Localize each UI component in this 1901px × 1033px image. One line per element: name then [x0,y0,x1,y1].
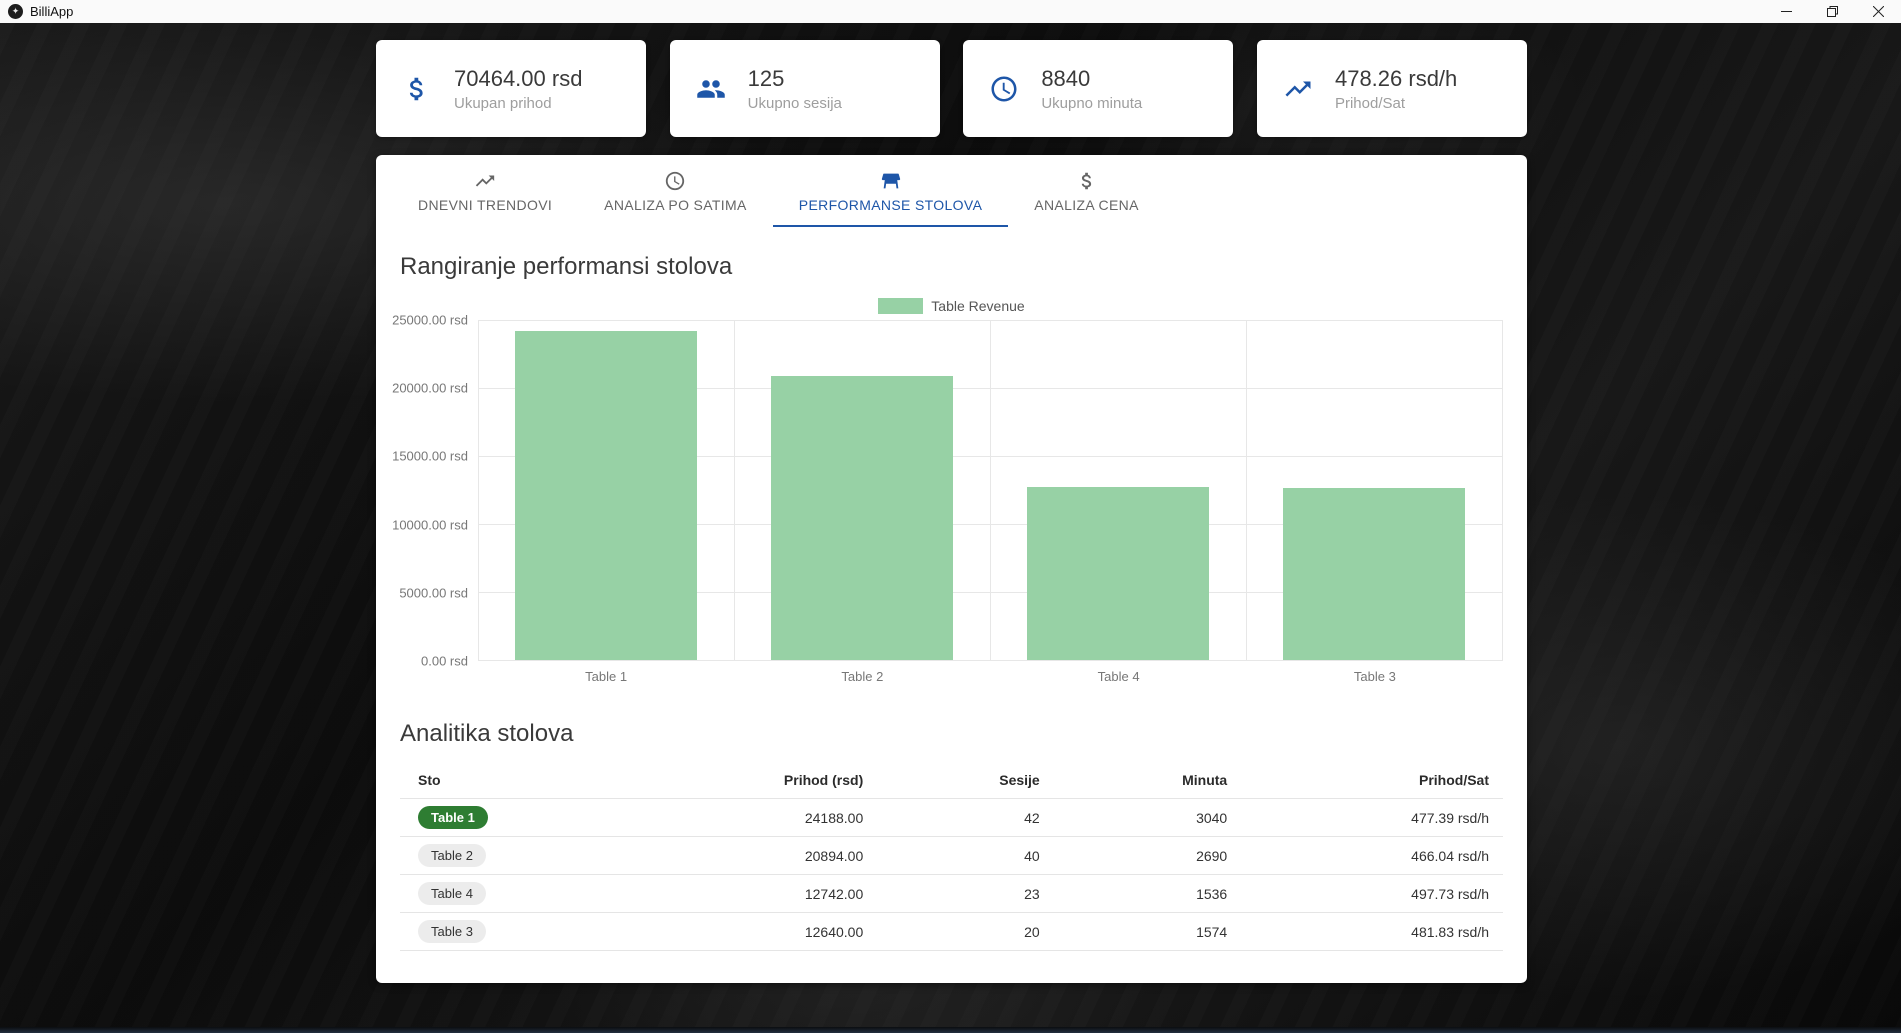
stat-value: 70464.00 rsd [454,65,583,91]
dollar-icon [1076,170,1098,192]
chart-title: Rangiranje performansi stolova [400,253,733,280]
clock-icon [664,170,686,192]
table-chip: Table 3 [418,919,486,944]
table-chip: Table 2 [418,843,486,868]
table-row: Table 4 12742.00 23 1536 497.73 rsd/h [400,874,1503,913]
cell-prihod: 20894.00 [675,836,864,875]
col-header-prihod: Prihod (rsd) [783,772,864,788]
table-chip: Table 4 [418,881,486,906]
y-tick: 20000.00 rsd [392,380,468,396]
tab-bar: DNEVNI TRENDOVI ANALIZA PO SATIMA PERFOR… [376,155,1527,227]
bar-chart: 25000.00 rsd 20000.00 rsd 15000.00 rsd 1… [392,313,1503,669]
table-row: Table 3 12640.00 20 1574 481.83 rsd/h [400,912,1503,951]
cell-prihod: 12640.00 [675,912,864,951]
stat-card-total-revenue: 70464.00 rsd Ukupan prihod [376,40,646,137]
legend-swatch [878,298,924,314]
plot-area [478,320,1503,661]
cell-sesije: 40 [863,836,1040,875]
col-header-sesije: Sesije [999,772,1040,788]
tab-analiza-cena[interactable]: ANALIZA CENA [1008,155,1165,227]
bar-table-1[interactable] [515,331,697,660]
cell-prihod-sat: 497.73 rsd/h [1227,874,1503,913]
col-header-minuta: Minuta [1182,772,1228,788]
cell-minuta: 1536 [1039,874,1228,913]
maximize-restore-button[interactable] [1809,0,1855,23]
chart-legend[interactable]: Table Revenue [400,298,1503,314]
app-title: BilliApp [30,4,74,19]
titlebar: ✦ BilliApp [0,0,1901,23]
tab-performanse-stolova[interactable]: PERFORMANSE STOLOVA [772,155,1009,227]
bar-table-4[interactable] [1027,486,1209,660]
y-tick: 5000.00 rsd [399,585,468,601]
tab-dnevni-trendovi[interactable]: DNEVNI TRENDOVI [392,155,578,227]
analytics-table: Sto Prihod (rsd) Sesije Minuta Prihod/Sa… [400,764,1503,951]
cell-prihod-sat: 481.83 rsd/h [1227,912,1503,951]
table-header-row: Sto Prihod (rsd) Sesije Minuta Prihod/Sa… [400,764,1503,799]
stat-value: 478.26 rsd/h [1334,65,1458,91]
cell-minuta: 3040 [1039,798,1228,837]
x-axis: Table 1 Table 2 Table 4 Table 3 [478,669,1503,684]
table-chip: Table 1 [418,805,488,830]
cell-sesije: 42 [863,798,1040,837]
stat-value: 125 [747,65,785,91]
stat-card-total-minutes: 8840 Ukupno minuta [963,40,1234,137]
trending-up-icon [474,170,496,192]
table-title: Analitika stolova [400,720,574,747]
trending-up-icon [1283,74,1313,104]
app-logo-icon: ✦ [8,4,23,19]
x-tick: Table 3 [1353,669,1396,684]
close-button[interactable] [1855,0,1901,23]
minimize-button[interactable] [1763,0,1809,23]
table-row: Table 1 24188.00 42 3040 477.39 rsd/h [400,798,1503,837]
cell-prihod-sat: 477.39 rsd/h [1227,798,1503,837]
x-tick: Table 1 [585,669,628,684]
legend-label: Table Revenue [931,298,1025,314]
taskbar-edge [0,1027,1901,1033]
cell-sesije: 20 [863,912,1040,951]
x-tick: Table 2 [841,669,884,684]
y-tick: 10000.00 rsd [392,517,468,533]
cell-minuta: 1574 [1039,912,1228,951]
window-controls [1763,0,1901,23]
stat-label: Ukupno sesija [747,94,842,112]
tab-analiza-po-satima[interactable]: ANALIZA PO SATIMA [578,155,773,227]
stat-cards-row: 70464.00 rsd Ukupan prihod 125 Ukupno se… [376,40,1527,137]
y-tick: 0.00 rsd [421,653,468,669]
people-icon [696,74,726,104]
x-tick: Table 4 [1097,669,1140,684]
bar-table-2[interactable] [771,375,953,660]
y-axis: 25000.00 rsd 20000.00 rsd 15000.00 rsd 1… [392,313,478,669]
cell-prihod-sat: 466.04 rsd/h [1227,836,1503,875]
col-header-prihod-sat: Prihod/Sat [1418,772,1489,788]
cell-sesije: 23 [863,874,1040,913]
stat-value: 8840 [1041,65,1091,91]
table-icon [880,170,902,192]
main-panel: DNEVNI TRENDOVI ANALIZA PO SATIMA PERFOR… [376,155,1527,983]
stat-card-revenue-per-hour: 478.26 rsd/h Prihod/Sat [1256,40,1527,137]
cell-minuta: 2690 [1039,836,1228,875]
table-row: Table 2 20894.00 40 2690 466.04 rsd/h [400,836,1503,875]
stat-card-total-sessions: 125 Ukupno sesija [669,40,940,137]
dollar-icon [402,74,432,104]
col-header-sto: Sto [418,772,441,788]
clock-icon [989,74,1019,104]
stat-label: Prihod/Sat [1334,94,1406,112]
stat-label: Ukupan prihod [454,94,552,112]
y-tick: 25000.00 rsd [392,312,468,328]
stat-label: Ukupno minuta [1041,94,1143,112]
cell-prihod: 12742.00 [675,874,864,913]
y-tick: 15000.00 rsd [392,448,468,464]
bar-table-3[interactable] [1283,488,1465,660]
cell-prihod: 24188.00 [675,798,864,837]
